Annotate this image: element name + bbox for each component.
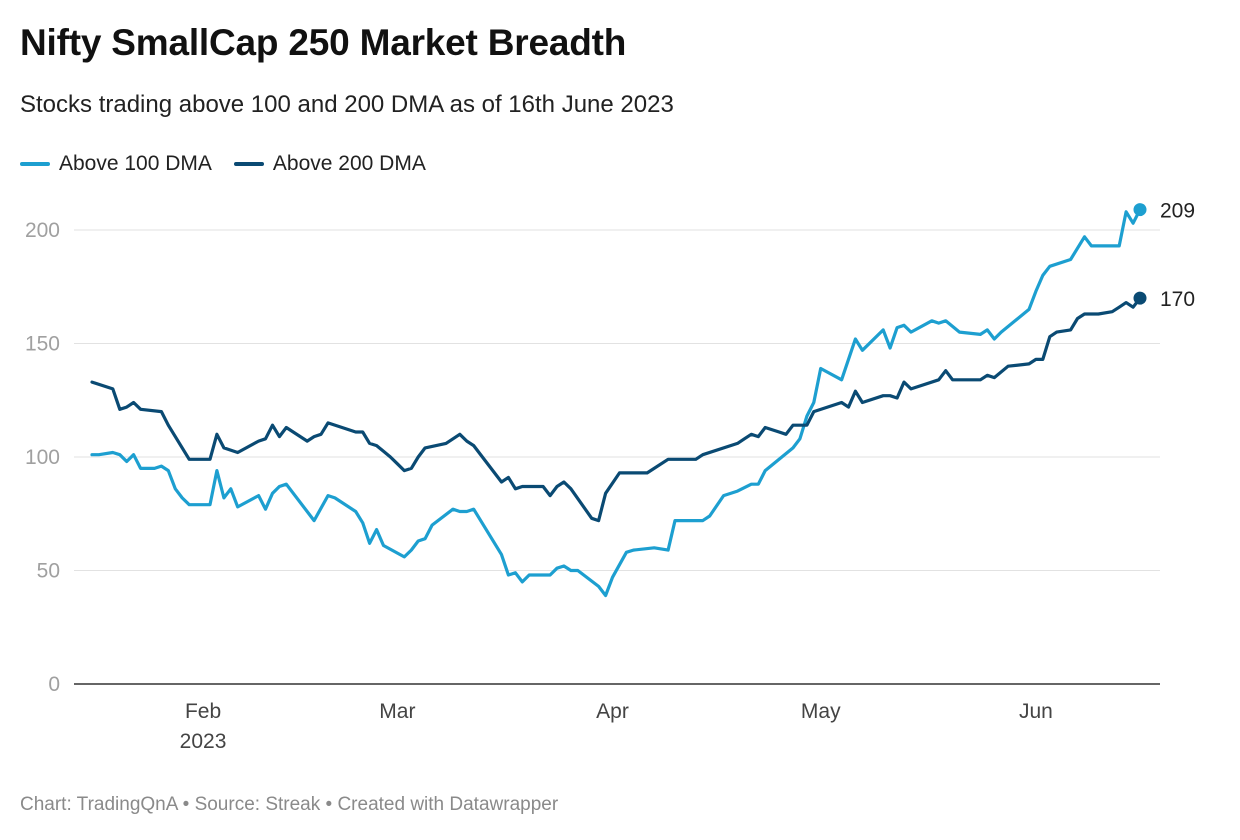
y-tick-label-50: 50 bbox=[37, 560, 60, 583]
legend-swatch-above-100 bbox=[20, 162, 50, 166]
series-endpoints: 209 170 bbox=[1133, 200, 1195, 311]
endpoint-label-above-200-dma: 170 bbox=[1160, 288, 1195, 311]
grid-lines bbox=[74, 229, 1160, 571]
x-axis: Feb 2023 Mar Apr May Jun bbox=[74, 683, 1160, 753]
chart-title: Nifty SmallCap 250 Market Breadth bbox=[20, 22, 627, 63]
series-line-above-100-dma bbox=[90, 208, 1142, 598]
y-tick-label-200: 200 bbox=[25, 219, 60, 242]
x-tick-sublabel-0: 2023 bbox=[180, 730, 227, 753]
legend-label-above-100: Above 100 DMA bbox=[59, 152, 212, 175]
x-tick-label-apr: Apr bbox=[596, 700, 629, 723]
x-tick-label-may: May bbox=[801, 700, 841, 723]
x-tick-label-feb: Feb bbox=[185, 700, 221, 723]
endpoint-marker-above-100-dma bbox=[1133, 203, 1147, 217]
y-tick-label-100: 100 bbox=[25, 446, 60, 469]
legend-swatch-above-200 bbox=[233, 162, 264, 166]
legend-item-above-100: Above 100 DMA bbox=[20, 152, 212, 176]
chart-legend: Above 100 DMA Above 200 DMA bbox=[20, 152, 448, 176]
legend-label-above-200: Above 200 DMA bbox=[272, 152, 426, 175]
y-tick-label-0: 0 bbox=[48, 673, 60, 696]
chart-credit: Chart: TradingQnA • Source: Streak • Cre… bbox=[20, 794, 559, 815]
y-tick-label-150: 150 bbox=[25, 333, 60, 356]
x-tick-label-mar: Mar bbox=[379, 700, 415, 723]
series-lines bbox=[90, 208, 1142, 598]
series-line-above-200-dma bbox=[90, 296, 1142, 523]
endpoint-marker-above-200-dma bbox=[1133, 291, 1147, 305]
legend-item-above-200: Above 200 DMA bbox=[233, 152, 426, 176]
x-tick-label-jun: Jun bbox=[1019, 700, 1053, 723]
chart-subtitle: Stocks trading above 100 and 200 DMA as … bbox=[20, 91, 674, 118]
y-axis-ticks: 0 50 100 150 200 bbox=[25, 219, 60, 696]
endpoint-label-above-100-dma: 209 bbox=[1160, 200, 1195, 223]
